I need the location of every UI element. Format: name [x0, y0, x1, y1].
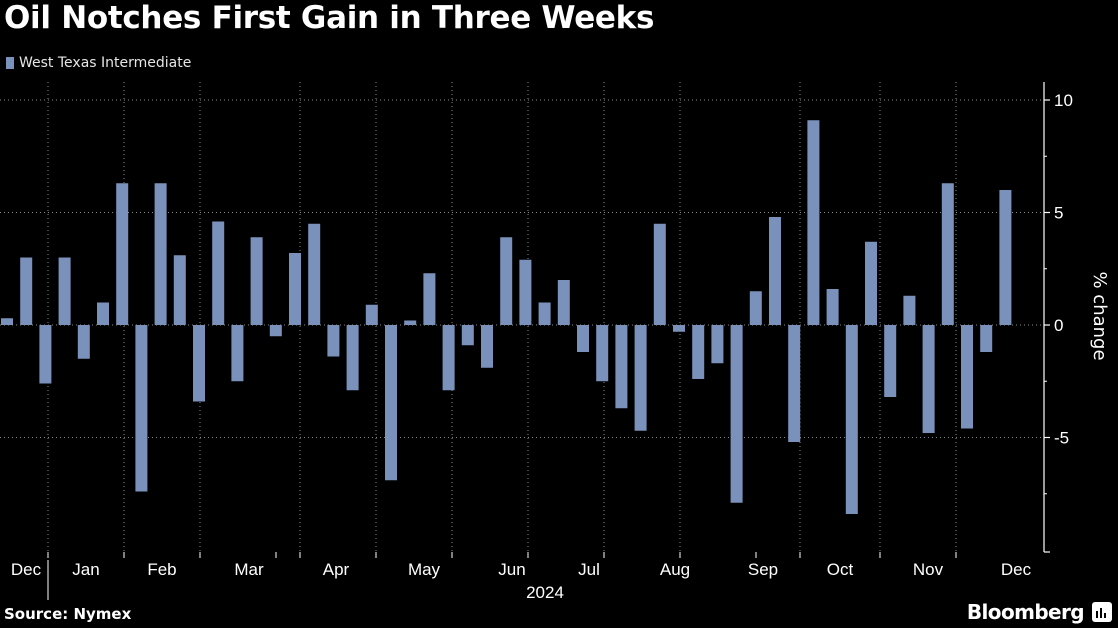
x-tick-label: Oct	[827, 560, 854, 579]
bar	[999, 190, 1012, 325]
bar	[673, 325, 685, 332]
bar	[922, 325, 935, 433]
bar	[423, 273, 436, 325]
bar	[749, 291, 762, 325]
x-tick-label: Jul	[578, 560, 600, 579]
bar	[865, 241, 877, 325]
x-year-label: 2024	[526, 583, 564, 602]
brand-name: Bloomberg	[966, 600, 1085, 624]
bar	[385, 325, 397, 481]
x-tick-label: Mar	[234, 560, 264, 579]
bar	[596, 325, 609, 382]
bar	[346, 325, 359, 391]
bar	[634, 325, 647, 431]
bar	[980, 325, 993, 352]
legend-swatch	[6, 57, 14, 69]
bar	[231, 325, 244, 382]
x-tick-label: Nov	[913, 560, 944, 579]
chart-title: Oil Notches First Gain in Three Weeks	[4, 0, 655, 36]
bar	[826, 289, 839, 325]
bar	[327, 325, 340, 357]
y-tick-label: 5	[1054, 204, 1063, 223]
bar	[154, 183, 167, 325]
bar	[20, 257, 33, 325]
bar	[135, 325, 148, 492]
source-note: Source: Nymex	[4, 605, 132, 623]
y-tick-label: 10	[1054, 91, 1073, 110]
bar	[557, 280, 570, 325]
bar	[193, 325, 205, 402]
bar	[404, 320, 417, 325]
bloomberg-logo: Bloomberg	[967, 600, 1112, 624]
bar	[77, 325, 90, 359]
bar	[884, 325, 897, 397]
bar	[461, 325, 474, 346]
bar	[289, 253, 301, 325]
y-tick-label: 0	[1054, 316, 1063, 335]
bar	[500, 237, 513, 325]
x-tick-label: Aug	[660, 560, 690, 579]
bar	[788, 325, 801, 442]
legend-label: West Texas Intermediate	[19, 55, 192, 71]
bar	[730, 325, 743, 503]
bar	[308, 223, 321, 325]
x-tick-label: Jun	[498, 560, 525, 579]
legend: West Texas Intermediate	[6, 55, 191, 71]
bar	[269, 325, 282, 337]
x-tick-label: Jan	[72, 560, 99, 579]
bar	[442, 325, 455, 391]
bar	[961, 325, 973, 429]
bar	[711, 325, 724, 364]
bar	[250, 237, 263, 325]
bloomberg-terminal-icon	[1092, 602, 1112, 622]
x-tick-label: Sep	[748, 560, 778, 579]
bar	[97, 302, 109, 325]
bar	[769, 217, 781, 325]
bar	[173, 255, 186, 325]
bar	[903, 295, 916, 325]
bar	[692, 325, 705, 379]
bar	[116, 183, 129, 325]
bar	[212, 221, 225, 325]
bar	[845, 325, 858, 514]
bar	[1, 318, 13, 325]
bar	[577, 325, 589, 352]
x-tick-label: Feb	[147, 560, 176, 579]
bar	[615, 325, 628, 409]
x-tick-label: Apr	[323, 560, 350, 579]
x-tick-label: Dec	[11, 560, 42, 579]
y-axis-title: % change	[1089, 271, 1110, 360]
bar	[365, 304, 378, 325]
bar	[941, 183, 954, 325]
bar	[807, 120, 820, 325]
y-tick-label: -5	[1054, 429, 1069, 448]
bar	[519, 259, 532, 325]
x-tick-label: May	[408, 560, 441, 579]
x-tick-label: Dec	[1001, 560, 1032, 579]
bar	[481, 325, 493, 368]
bar	[58, 257, 71, 325]
bar	[39, 325, 52, 384]
bar	[653, 223, 666, 325]
bar	[538, 302, 551, 325]
